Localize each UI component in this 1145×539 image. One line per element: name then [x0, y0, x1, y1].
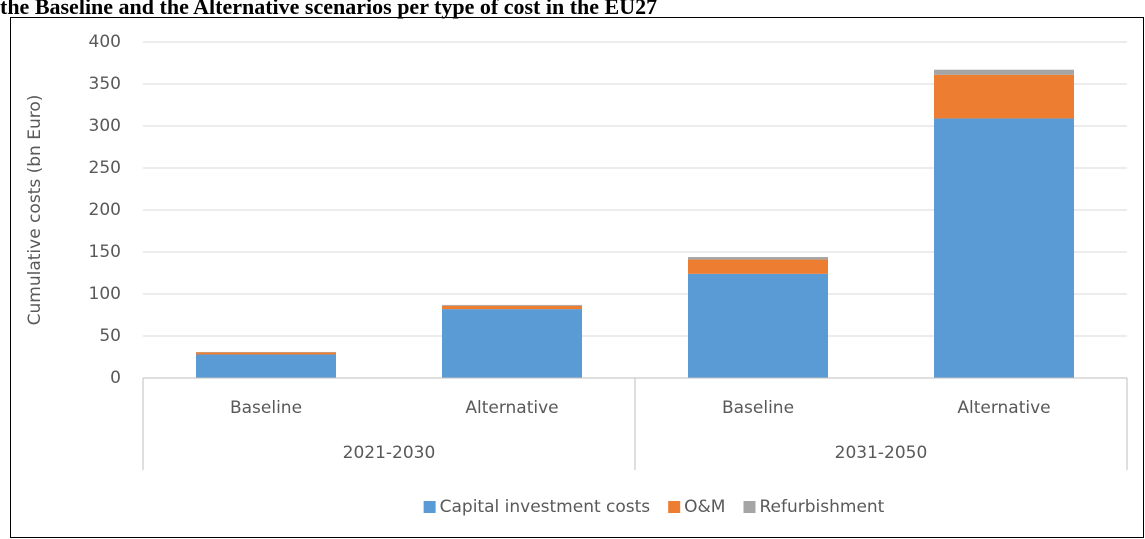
y-tick-label: 250: [89, 158, 121, 178]
group-label: 2021-2030: [343, 443, 436, 463]
legend-swatch: [423, 501, 436, 513]
group-label: 2031-2050: [835, 443, 928, 463]
x-tick-label: Baseline: [722, 398, 794, 418]
bar-segment: [442, 305, 582, 310]
y-tick-label: 50: [99, 326, 121, 346]
bar-segment: [934, 74, 1074, 119]
y-tick-label: 150: [89, 242, 121, 262]
bar-segment: [442, 304, 582, 306]
bar-segment: [934, 69, 1074, 75]
y-tick-label: 100: [89, 284, 121, 304]
bar-segment: [934, 118, 1074, 378]
y-tick-label: 300: [89, 116, 121, 136]
chart-frame: [10, 17, 1144, 538]
y-tick-label: 0: [110, 368, 121, 388]
bar-segment: [442, 309, 582, 378]
y-tick-label: 400: [89, 32, 121, 52]
bar-segment: [688, 259, 828, 274]
bar-segment: [196, 354, 336, 378]
bar-segment: [688, 257, 828, 260]
x-tick-label: Alternative: [465, 398, 558, 418]
legend-label: Capital investment costs: [440, 497, 651, 517]
x-tick-label: Baseline: [230, 398, 302, 418]
legend-label: O&M: [684, 497, 725, 517]
y-axis-label: Cumulative costs (bn Euro): [25, 95, 45, 326]
bar-segment: [688, 273, 828, 378]
x-tick-label: Alternative: [957, 398, 1050, 418]
legend-label: Refurbishment: [759, 497, 884, 517]
chart-title: the Baseline and the Alternative scenari…: [0, 0, 657, 19]
legend-swatch: [743, 501, 756, 513]
legend-swatch: [668, 501, 681, 513]
y-tick-label: 350: [89, 74, 121, 94]
y-tick-label: 200: [89, 200, 121, 220]
bar-segment: [196, 352, 336, 355]
